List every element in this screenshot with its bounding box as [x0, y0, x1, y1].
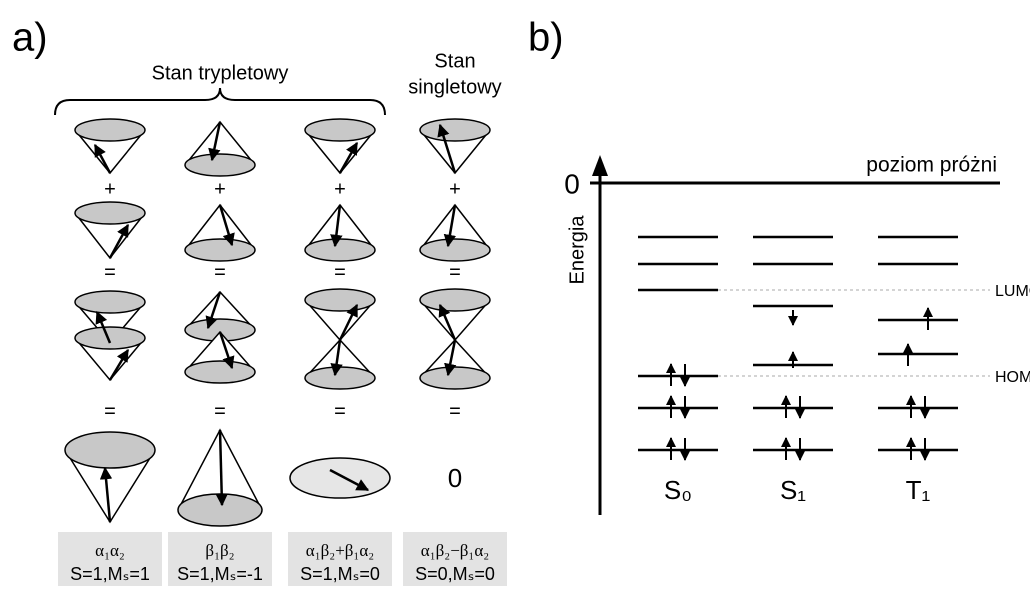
operator: =	[214, 261, 226, 283]
cone-base	[305, 239, 375, 261]
panel-label: b)	[528, 16, 564, 60]
state-formula: β₁β₂	[205, 541, 234, 560]
operator: =	[449, 261, 461, 283]
cone-base	[75, 291, 145, 313]
singlet-result: 0	[448, 463, 462, 493]
state-label: S₁	[780, 475, 806, 505]
cone-base	[185, 239, 255, 261]
cone-base	[178, 494, 262, 526]
cone-base	[75, 327, 145, 349]
cone-base	[65, 432, 155, 468]
lumo-label: LUMO	[995, 283, 1030, 300]
cone-base	[420, 289, 490, 311]
state-formula: α₁α₂	[95, 541, 125, 560]
operator: =	[449, 400, 461, 422]
cone-base	[75, 202, 145, 224]
cone-base	[305, 119, 375, 141]
operator: =	[334, 400, 346, 422]
cone-base	[305, 367, 375, 389]
operator: +	[334, 178, 346, 200]
cone-base	[185, 361, 255, 383]
axis-label: Energia	[566, 215, 588, 285]
panel-label: a)	[12, 16, 48, 60]
quantum-numbers: S=1,Mₛ=0	[300, 564, 380, 584]
state-label: T₁	[906, 475, 931, 505]
operator: =	[104, 400, 116, 422]
cone-base	[305, 289, 375, 311]
spin-plane	[290, 458, 390, 498]
cone-base	[75, 119, 145, 141]
state-formula: α₁β₂−β₁α₂	[421, 541, 489, 560]
brace	[55, 88, 385, 115]
quantum-numbers: S=0,Mₛ=0	[415, 564, 495, 584]
operator: +	[449, 178, 461, 200]
cone-base	[420, 119, 490, 141]
cone-base	[185, 154, 255, 176]
triplet-title: Stan trypletowy	[152, 62, 289, 84]
quantum-numbers: S=1,Mₛ=-1	[177, 564, 263, 584]
shapes	[58, 119, 958, 586]
homo-label: HOMO	[995, 369, 1030, 386]
operator: =	[334, 261, 346, 283]
cone-base	[420, 239, 490, 261]
operator: +	[214, 178, 226, 200]
quantum-numbers: S=1,Mₛ=1	[70, 564, 150, 584]
operator: =	[214, 400, 226, 422]
state-label: S₀	[664, 475, 692, 505]
operator: =	[104, 261, 116, 283]
zero-label: 0	[564, 168, 580, 199]
singlet-title: singletowy	[408, 76, 501, 98]
vacuum-label: poziom próżni	[866, 154, 997, 177]
state-formula: α₁β₂+β₁α₂	[306, 541, 374, 560]
figure: a) Stan trypletowy Stan singletowy 0 b) …	[0, 0, 1030, 586]
cone-base	[420, 367, 490, 389]
operator: +	[104, 178, 116, 200]
axis-arrow	[592, 155, 608, 176]
singlet-title: Stan	[434, 50, 475, 72]
